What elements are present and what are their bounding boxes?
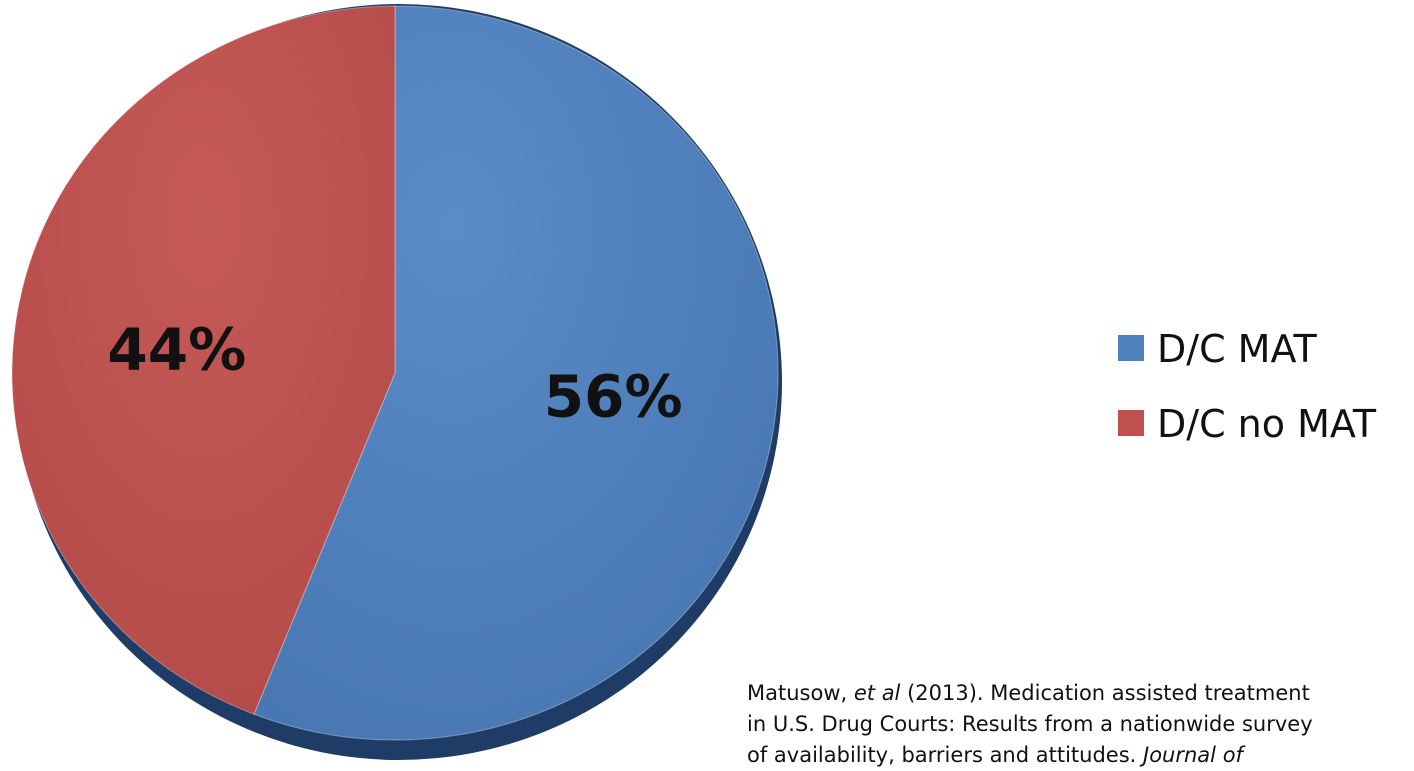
slice-data-label: 56%	[544, 362, 683, 430]
legend-item: D/C no MAT	[1118, 402, 1377, 446]
citation-line-3: of availability, barriers and attitudes.…	[747, 740, 1407, 771]
citation-line-2: in U.S. Drug Courts: Results from a nati…	[747, 712, 1313, 736]
legend-swatch	[1118, 335, 1144, 361]
legend: D/C MAT D/C no MAT	[1118, 327, 1377, 446]
slice-data-label: 44%	[107, 316, 246, 384]
citation-et-al: et al	[853, 681, 901, 705]
pie-slices	[11, 5, 779, 741]
citation-line-3-text: of availability, barriers and attitudes.	[747, 743, 1144, 767]
citation-author: Matusow,	[747, 681, 854, 705]
legend-label: D/C MAT	[1157, 327, 1318, 371]
slice-labels: 56% 44%	[107, 316, 682, 431]
pie-slice	[253, 5, 779, 741]
legend-item: D/C MAT	[1118, 327, 1318, 371]
citation-year-title: (2013). Medication assisted treatment	[900, 681, 1310, 705]
legend-label: D/C no MAT	[1157, 402, 1377, 446]
citation: Matusow, et al (2013). Medication assist…	[747, 678, 1407, 771]
citation-journal: Journal of	[1143, 743, 1243, 767]
pie-slice	[11, 5, 396, 715]
citation-line-1: Matusow, et al (2013). Medication assist…	[747, 678, 1407, 709]
legend-swatch	[1118, 410, 1144, 436]
